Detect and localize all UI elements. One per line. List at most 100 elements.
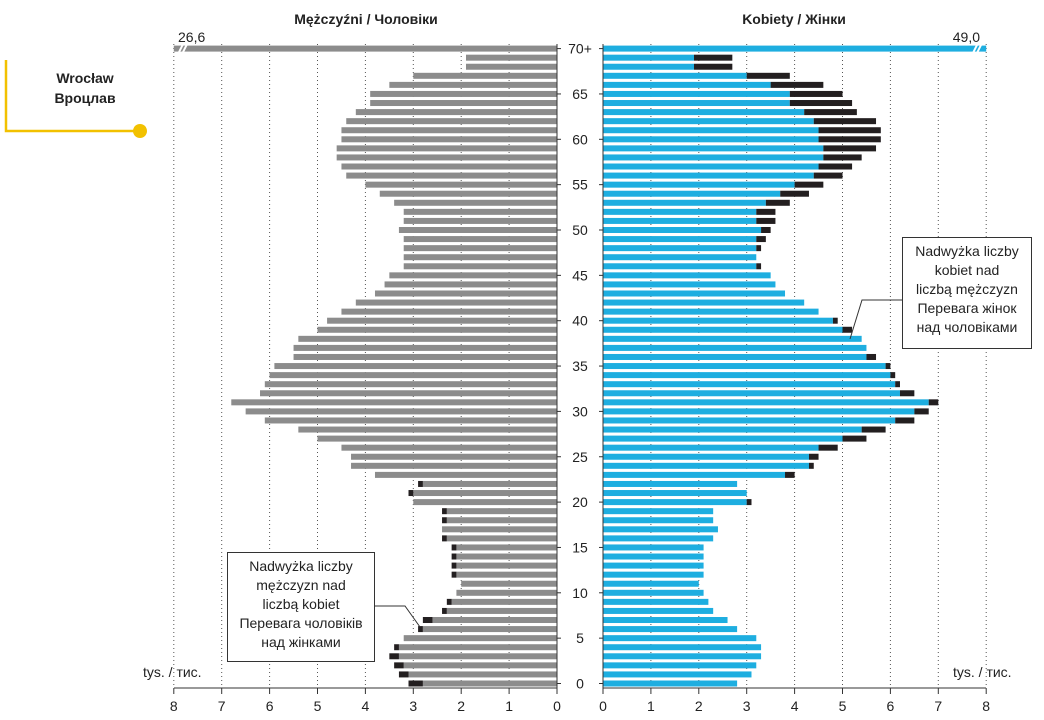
women-surplus-bar [756, 263, 762, 270]
callout-line: kobiet nad [934, 262, 1000, 278]
women-axis-break-mark [972, 44, 979, 54]
women-surplus-bar [818, 163, 853, 170]
women-bar [603, 671, 752, 678]
x-tick-label-right: 8 [982, 698, 990, 714]
women-bar [603, 480, 738, 487]
men-bar [365, 181, 557, 188]
women-bar [603, 109, 805, 116]
women-bar [603, 263, 757, 270]
men-bar [398, 644, 557, 651]
x-tick-label-right: 3 [743, 698, 751, 714]
men-bar [403, 245, 557, 252]
age-tick-label: 55 [572, 177, 588, 193]
women-surplus-bar [914, 408, 929, 415]
men-bar [355, 109, 557, 116]
women-surplus-bar [823, 145, 877, 152]
women-surplus-bar [789, 100, 853, 107]
men-bar [374, 290, 557, 297]
women-bar [603, 100, 790, 107]
women-surplus-bar [866, 353, 877, 360]
men-bar [442, 526, 557, 533]
callout-line: mężczyzn nad [256, 577, 346, 593]
men-bar [456, 553, 557, 560]
women-bar [603, 662, 757, 669]
age-tick-label: 65 [572, 86, 588, 102]
x-tick-label-left: 4 [362, 698, 370, 714]
men-surplus-bar [408, 680, 423, 687]
men-bar [422, 626, 557, 633]
women-bar [603, 462, 809, 469]
x-tick-label-left: 2 [457, 698, 465, 714]
women-bar [603, 63, 695, 70]
women-bar [603, 181, 795, 188]
women-bar [603, 626, 738, 633]
women-bar [603, 644, 762, 651]
women-bar [603, 408, 915, 415]
women-bar [603, 227, 762, 233]
women-bar [603, 598, 709, 605]
women-surplus-bar [899, 390, 915, 397]
women-bar [603, 236, 757, 243]
women-surplus-bar [756, 217, 776, 224]
men-bar [389, 272, 557, 279]
women-bar [603, 435, 843, 442]
men-bar [317, 435, 557, 442]
women-surplus-bar [765, 199, 790, 206]
women-bar [603, 199, 766, 206]
women-bar [603, 72, 747, 79]
men-surplus-bar [451, 571, 457, 578]
men-surplus-bar [418, 480, 423, 487]
women-bar [603, 526, 718, 533]
men-bar [413, 490, 557, 497]
women-surplus-bar [885, 363, 891, 370]
x-tick-label-left: 8 [170, 698, 178, 714]
men-bar [341, 136, 557, 143]
men-top-group-value: 26,6 [178, 29, 205, 45]
men-bar [298, 335, 557, 342]
women-surplus-bar [694, 63, 733, 70]
women-surplus-bar [832, 317, 838, 324]
men-surplus-bar [422, 617, 433, 624]
x-tick-label-right: 7 [934, 698, 942, 714]
men-bar [351, 453, 557, 460]
x-tick-label-right: 1 [647, 698, 655, 714]
men-bar [341, 308, 557, 315]
x-tick-label-right: 6 [887, 698, 895, 714]
men-bar [355, 299, 557, 306]
age-tick-label: 20 [572, 494, 588, 510]
x-tick-label-left: 0 [553, 698, 561, 714]
men-bar [403, 254, 557, 261]
women-surplus-bar [780, 190, 809, 197]
age-tick-label: 60 [572, 131, 588, 147]
men-surplus-callout: Nadwyżka liczby mężczyzn nad liczbą kobi… [227, 552, 375, 662]
men-surplus-bar [451, 562, 457, 569]
age-tick-label: 5 [576, 630, 584, 646]
women-bar [603, 45, 987, 52]
x-tick-label-left: 5 [314, 698, 322, 714]
age-tick-label: 35 [572, 358, 588, 374]
women-surplus-bar [756, 236, 766, 243]
callout-line: Перевага чоловіків [239, 615, 363, 631]
women-bar [603, 335, 862, 342]
men-bar [403, 635, 557, 642]
men-bar [384, 281, 557, 288]
age-tick-label: 15 [572, 539, 588, 555]
men-bar [346, 172, 557, 179]
women-bar [603, 399, 929, 406]
men-bar [351, 462, 557, 469]
men-bar [413, 72, 557, 79]
men-bar [403, 208, 557, 215]
women-surplus-bar [746, 499, 752, 506]
women-bar [603, 571, 704, 578]
men-bar [422, 680, 557, 687]
women-bar [603, 290, 786, 297]
women-bar [603, 653, 762, 660]
men-axis-break-mark [181, 44, 188, 54]
city-bracket-line [4, 60, 140, 133]
men-bar [446, 607, 557, 614]
city-name-polish: Wrocław [56, 70, 114, 86]
women-axis-break-mark [976, 44, 983, 54]
women-bar [603, 172, 814, 179]
women-surplus-callout: Nadwyżka liczby kobiet nad liczbą mężczy… [902, 237, 1032, 349]
